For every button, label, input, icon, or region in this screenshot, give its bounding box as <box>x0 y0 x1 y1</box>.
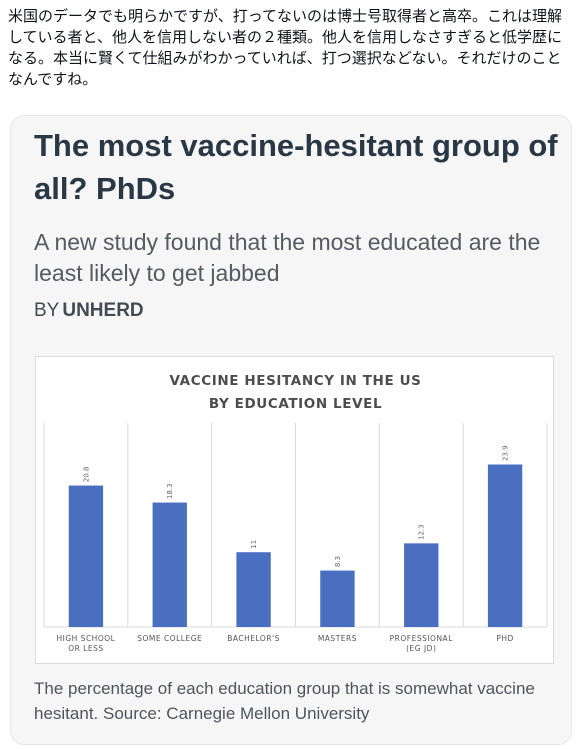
tweet-text: 米国のデータでも明らかですが、打ってないのは博士号取得者と高卒。これは理解してい… <box>8 7 562 88</box>
chart-category-label: PROFESSIONAL <box>390 634 454 643</box>
chart-category-label: HIGH SCHOOL <box>57 634 116 643</box>
article-subhead: A new study found that the most educated… <box>34 229 541 286</box>
chart-panel: VACCINE HESITANCY IN THE US BY EDUCATION … <box>35 356 554 664</box>
chart-bar <box>68 485 104 627</box>
chart-value-label: 12.3 <box>418 524 426 540</box>
chart-category-label: MASTERS <box>318 634 357 643</box>
chart-category-label: OR LESS <box>68 644 103 653</box>
chart-value-label: 18.3 <box>166 483 174 499</box>
bar-chart: VACCINE HESITANCY IN THE US BY EDUCATION … <box>43 373 548 653</box>
byline-publisher: UNHERD <box>62 300 144 321</box>
chart-category-label: PHD <box>496 634 513 643</box>
chart-category-label: SOME COLLEGE <box>137 634 202 643</box>
chart-value-label: 23.9 <box>502 445 510 461</box>
article-card[interactable]: The most vaccine-hesitant group of all? … <box>10 115 572 745</box>
article-headline: The most vaccine-hesitant group of all? … <box>34 128 558 206</box>
chart-value-label: 8.3 <box>334 556 342 567</box>
chart-bar <box>487 464 523 627</box>
chart-category-label: (EG JD) <box>406 644 436 653</box>
chart-category-label: BACHELOR'S <box>227 634 280 643</box>
chart-bar <box>236 552 271 627</box>
chart-title-line: BY EDUCATION LEVEL <box>209 396 382 412</box>
article-byline: BY UNHERD <box>34 300 144 322</box>
chart-bar <box>320 570 355 627</box>
chart-caption: The percentage of each education group t… <box>34 679 535 723</box>
chart-bar <box>152 502 187 627</box>
byline-prefix: BY <box>34 300 60 321</box>
chart-value-label: 11 <box>250 540 258 549</box>
chart-bar <box>404 543 439 627</box>
chart-value-label: 20.8 <box>82 466 90 482</box>
chart-title-line: VACCINE HESITANCY IN THE US <box>170 373 422 389</box>
